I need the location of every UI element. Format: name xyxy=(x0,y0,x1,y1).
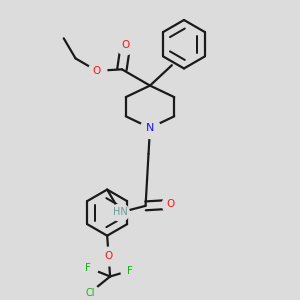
Text: O: O xyxy=(104,251,113,261)
Text: Cl: Cl xyxy=(85,288,95,298)
Text: O: O xyxy=(167,200,175,209)
Text: N: N xyxy=(146,123,154,133)
Text: HN: HN xyxy=(113,207,128,217)
Text: F: F xyxy=(127,266,133,275)
Text: F: F xyxy=(85,262,91,273)
Text: O: O xyxy=(122,40,130,50)
Text: O: O xyxy=(93,66,101,76)
